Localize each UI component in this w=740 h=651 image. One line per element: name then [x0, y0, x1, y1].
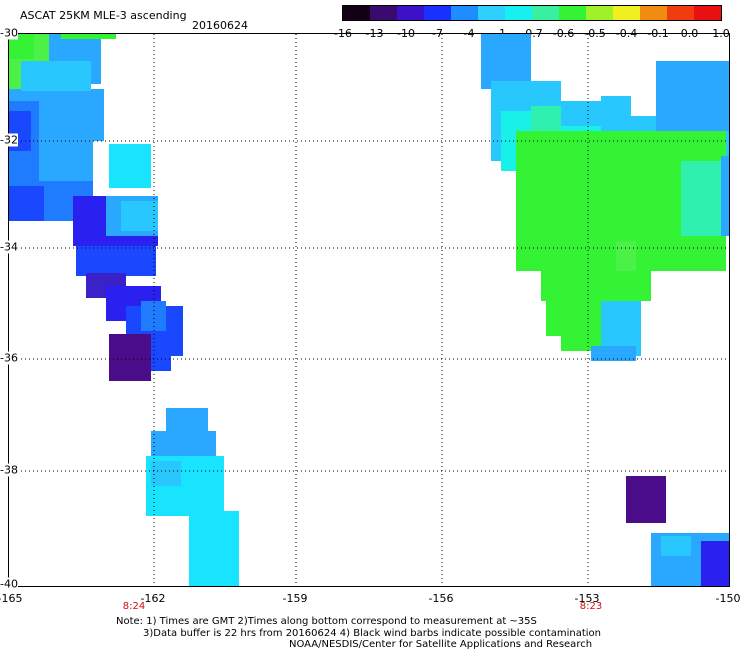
- note-line-3: NOAA/NESDIS/Center for Satellite Applica…: [289, 639, 593, 650]
- lon-label-156: -156: [428, 592, 454, 605]
- data-cell: [591, 346, 636, 361]
- data-cell: [661, 536, 691, 556]
- lat-label-36: -36: [0, 351, 18, 365]
- data-cell: [151, 461, 181, 486]
- lon-label-150: -150: [715, 592, 740, 605]
- lon-label-159: -159: [282, 592, 308, 605]
- legend-swatch: [586, 6, 613, 20]
- time-label-left: 8:24: [122, 601, 146, 612]
- legend-swatch: [694, 6, 721, 20]
- data-cell: [626, 476, 666, 523]
- lat-label-32: -32: [0, 133, 18, 147]
- map-canvas: [9, 34, 729, 586]
- data-cell: [701, 541, 729, 586]
- legend-swatch: [478, 6, 505, 20]
- data-cell: [189, 511, 239, 586]
- data-cell: [531, 106, 561, 131]
- note-line-1: Note: 1) Times are GMT 2)Times along bot…: [116, 616, 537, 627]
- legend-swatch: [505, 6, 532, 20]
- data-cell: [109, 144, 151, 188]
- legend-swatch: [370, 6, 397, 20]
- legend-swatch: [613, 6, 640, 20]
- footnotes: Note: 1) Times are GMT 2)Times along bot…: [116, 616, 601, 651]
- data-cell: [616, 241, 636, 271]
- note-line-2: 3)Data buffer is 22 hrs from 20160624 4)…: [143, 627, 601, 639]
- lon-label-153: -153: [574, 592, 600, 605]
- lon-label-162: -162: [140, 592, 166, 605]
- color-legend-bar: [342, 5, 722, 21]
- legend-swatch: [451, 6, 478, 20]
- legend-swatch: [667, 6, 694, 20]
- lon-label-165: -165: [0, 592, 23, 605]
- legend-swatch: [343, 6, 370, 20]
- lat-label-34: -34: [0, 240, 18, 254]
- data-cell: [21, 61, 91, 91]
- data-cell: [721, 156, 729, 236]
- data-cell: [481, 34, 531, 89]
- legend-swatch: [424, 6, 451, 20]
- product-date: 20160624: [192, 19, 248, 32]
- legend-swatch: [397, 6, 424, 20]
- lat-label-38: -38: [0, 463, 18, 477]
- lat-label-30: -30: [0, 26, 18, 40]
- legend-swatch: [640, 6, 667, 20]
- data-cell: [151, 351, 171, 371]
- lat-label-40: -40: [0, 577, 18, 591]
- data-cell: [9, 186, 44, 221]
- legend-swatch: [559, 6, 586, 20]
- data-cell: [61, 34, 116, 39]
- data-cell: [701, 76, 729, 131]
- product-title: ASCAT 25KM MLE-3 ascending: [20, 9, 187, 22]
- legend-swatch: [532, 6, 559, 20]
- data-cell: [76, 246, 156, 276]
- map-panel: [8, 33, 730, 587]
- data-cell: [109, 334, 151, 381]
- data-cell: [121, 201, 158, 231]
- time-label-right: 8:23: [579, 601, 603, 612]
- data-cell: [561, 101, 601, 126]
